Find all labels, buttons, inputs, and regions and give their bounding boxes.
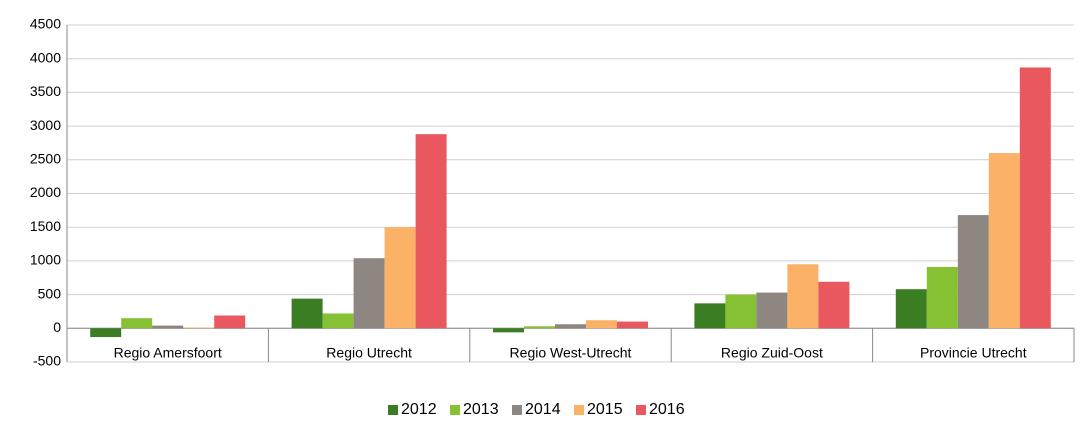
x-tick-label: Regio Utrecht: [326, 345, 412, 361]
y-tick-label: 2500: [30, 151, 61, 167]
bar: [152, 325, 184, 329]
x-tick-label: Regio West-Utrecht: [510, 345, 632, 361]
legend-swatch: [388, 405, 398, 415]
legend-label: 2016: [649, 401, 685, 418]
y-tick-label: 4000: [30, 49, 61, 65]
y-tick-label: 1500: [30, 218, 61, 234]
x-tick-label: Provincie Utrecht: [920, 345, 1027, 361]
bar: [121, 318, 153, 329]
bar: [787, 264, 819, 329]
legend-swatch: [512, 405, 522, 415]
legend-swatch: [450, 405, 460, 415]
bar: [90, 328, 122, 338]
bar: [493, 328, 524, 333]
legend-swatch: [636, 405, 646, 415]
bar: [957, 215, 989, 329]
y-tick-label: 2000: [30, 184, 61, 200]
bar: [586, 320, 617, 329]
legend-swatch: [574, 405, 584, 415]
legend-label: 2014: [525, 401, 561, 418]
bar: [926, 266, 958, 329]
bar: [183, 327, 215, 329]
y-tick-label: 4500: [30, 16, 61, 32]
bar: [895, 289, 927, 329]
y-tick-label: 500: [38, 285, 62, 301]
legend-label: 2013: [463, 401, 499, 418]
bar: [214, 315, 246, 329]
y-tick-label: 3000: [30, 117, 61, 133]
y-tick-label: 1000: [30, 252, 61, 268]
bar: [694, 303, 726, 329]
bar: [524, 326, 555, 329]
bar: [415, 134, 447, 329]
bar: [988, 153, 1020, 329]
bar: [725, 294, 757, 329]
legend-label: 2012: [401, 401, 437, 418]
bar: [291, 298, 323, 329]
x-tick-label: Regio Zuid-Oost: [721, 345, 823, 361]
bar: [555, 324, 586, 329]
bar: [617, 321, 648, 329]
y-tick-label: -500: [33, 353, 61, 369]
bar: [322, 313, 354, 329]
y-tick-label: 0: [53, 319, 61, 335]
bar: [384, 227, 416, 329]
x-tick-label: Regio Amersfoort: [114, 345, 222, 361]
legend-label: 2015: [587, 401, 623, 418]
bar: [818, 281, 850, 329]
y-tick-label: 3500: [30, 83, 61, 99]
bar: [353, 258, 385, 329]
bar: [756, 292, 788, 329]
bar: [1019, 67, 1051, 329]
